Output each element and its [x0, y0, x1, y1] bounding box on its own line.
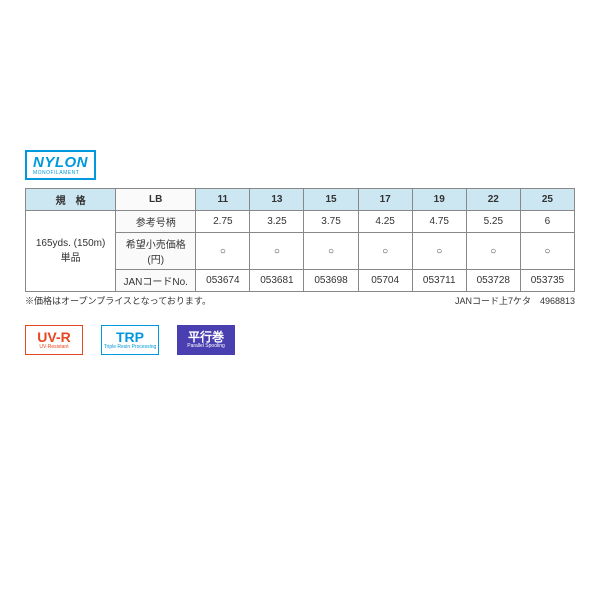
- badge-trp-main: TRP: [116, 330, 144, 344]
- lb-val: 15: [304, 189, 358, 211]
- lb-val: 11: [196, 189, 250, 211]
- spec-table: 規 格 LB 11 13 15 17 19 22 25 165yds. (150…: [25, 188, 575, 292]
- cell: 5.25: [466, 211, 520, 233]
- cell: 3.75: [304, 211, 358, 233]
- cell: 4.25: [358, 211, 412, 233]
- row-label: 希望小売価格(円): [116, 233, 196, 270]
- feature-badges: UV-R UV-Resistant TRP Triple Resin Proce…: [25, 325, 575, 355]
- badge-heikou-sub: Parallel Spooling: [187, 344, 225, 349]
- footer-row: ※価格はオープンプライスとなっております。 JANコード上7ケタ 4968813: [25, 294, 575, 307]
- cell: ○: [358, 233, 412, 270]
- spec-label-l2: 単品: [61, 253, 81, 264]
- badge-heikou-main: 平行巻: [188, 331, 224, 343]
- spec-label-l1: 165yds. (150m): [36, 238, 105, 249]
- header-lb: LB: [116, 189, 196, 211]
- cell: 6: [520, 211, 574, 233]
- cell: ○: [304, 233, 358, 270]
- badge-uvr-main: UV-R: [37, 330, 70, 344]
- footer-right: JANコード上7ケタ 4968813: [455, 294, 575, 307]
- cell: 053681: [250, 270, 304, 292]
- lb-val: 22: [466, 189, 520, 211]
- cell: ○: [250, 233, 304, 270]
- cell: ○: [196, 233, 250, 270]
- cell: 053698: [304, 270, 358, 292]
- row-label: JANコードNo.: [116, 270, 196, 292]
- nylon-logo: NYLON MONOFILAMENT: [25, 150, 96, 180]
- header-spec: 規 格: [26, 189, 116, 211]
- badge-heikou: 平行巻 Parallel Spooling: [177, 325, 235, 355]
- cell: 2.75: [196, 211, 250, 233]
- cell: 3.25: [250, 211, 304, 233]
- nylon-logo-main: NYLON: [33, 154, 88, 171]
- badge-trp-sub: Triple Resin Processing: [104, 345, 157, 350]
- badge-uvr: UV-R UV-Resistant: [25, 325, 83, 355]
- badge-trp: TRP Triple Resin Processing: [101, 325, 159, 355]
- cell: 053728: [466, 270, 520, 292]
- cell: ○: [466, 233, 520, 270]
- lb-val: 13: [250, 189, 304, 211]
- cell: 4.75: [412, 211, 466, 233]
- cell: 053674: [196, 270, 250, 292]
- cell: 053735: [520, 270, 574, 292]
- lb-val: 19: [412, 189, 466, 211]
- row-label: 参考号柄: [116, 211, 196, 233]
- footer-left: ※価格はオープンプライスとなっております。: [25, 294, 211, 307]
- cell: 053711: [412, 270, 466, 292]
- badge-uvr-sub: UV-Resistant: [39, 345, 68, 350]
- cell: ○: [412, 233, 466, 270]
- spec-label: 165yds. (150m) 単品: [26, 211, 116, 292]
- cell: 05704: [358, 270, 412, 292]
- lb-val: 17: [358, 189, 412, 211]
- lb-val: 25: [520, 189, 574, 211]
- cell: ○: [520, 233, 574, 270]
